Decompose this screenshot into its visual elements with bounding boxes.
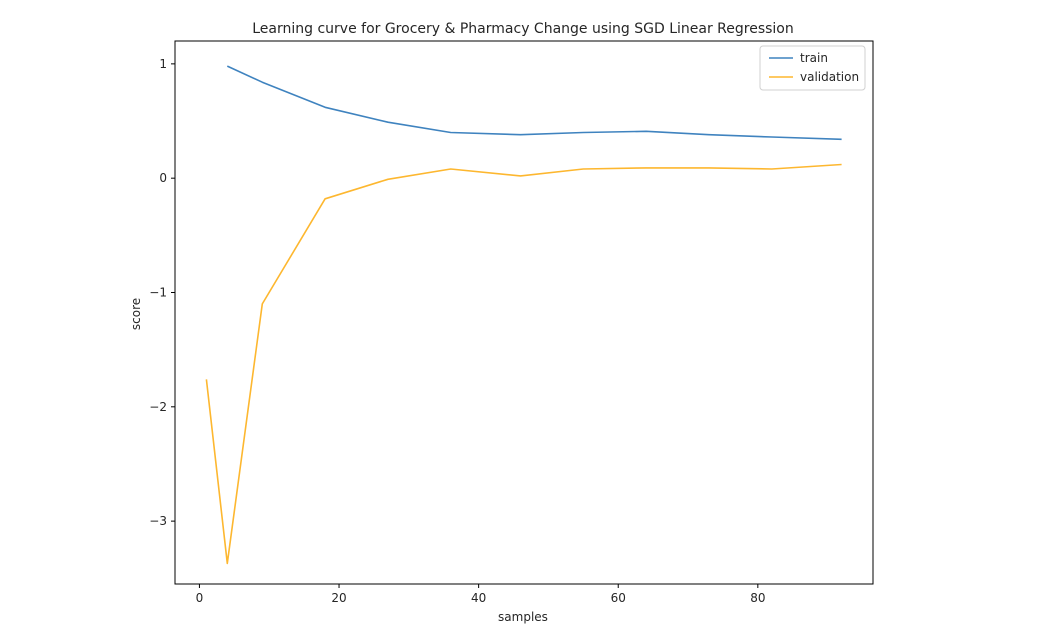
series-line-train: [226, 65, 842, 141]
x-tick-label: 60: [611, 591, 626, 605]
x-tick-label: 20: [331, 591, 346, 605]
y-tick-label: 0: [159, 171, 167, 185]
series-line-validation: [205, 163, 842, 565]
y-tick-label: −2: [149, 400, 167, 414]
x-axis-label: samples: [498, 610, 548, 624]
x-tick-label: 40: [471, 591, 486, 605]
x-tick-label: 0: [196, 591, 204, 605]
legend-label-validation: validation: [800, 70, 859, 84]
y-tick-label: −3: [149, 514, 167, 528]
legend-box: [759, 45, 866, 91]
chart-title: Learning curve for Grocery & Pharmacy Ch…: [252, 21, 794, 37]
axes-frame: [174, 40, 874, 585]
y-tick-label: −1: [149, 285, 167, 299]
x-tick-label: 80: [750, 591, 765, 605]
plot-area: 0 20 40 60 80 1 0 −1 −2 −3 train validation: [149, 40, 874, 605]
legend-label-train: train: [800, 51, 828, 65]
y-axis-label: score: [129, 298, 143, 330]
y-tick-label: 1: [159, 57, 167, 71]
